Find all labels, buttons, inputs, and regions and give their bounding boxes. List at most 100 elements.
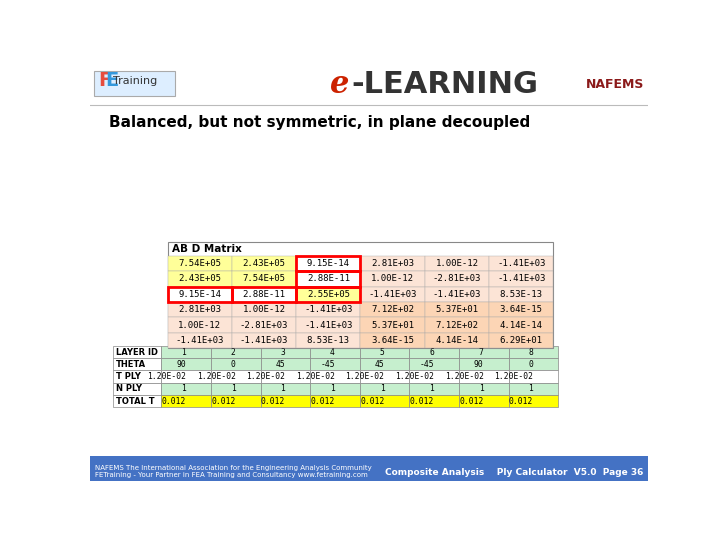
Text: 0.012: 0.012	[410, 397, 434, 406]
Text: 9.15E-14: 9.15E-14	[178, 290, 221, 299]
Bar	[296, 318, 361, 333]
Bar	[361, 287, 425, 302]
Text: -1.41E+03: -1.41E+03	[304, 321, 353, 329]
Text: 1.20E-02: 1.20E-02	[246, 372, 285, 381]
Bar	[459, 358, 508, 370]
Bar	[168, 287, 232, 302]
Text: NAFEMS: NAFEMS	[586, 78, 644, 91]
Text: N PLY: N PLY	[116, 384, 142, 394]
Text: Balanced, but not symmetric, in plane decoupled: Balanced, but not symmetric, in plane de…	[109, 115, 531, 130]
Bar	[409, 346, 459, 358]
Bar	[211, 358, 261, 370]
Text: 2.55E+05: 2.55E+05	[307, 290, 350, 299]
Bar	[161, 358, 211, 370]
Bar	[94, 71, 175, 96]
Bar	[232, 287, 296, 302]
Bar	[508, 346, 558, 358]
Text: 1.20E-02: 1.20E-02	[395, 372, 434, 381]
Text: 2.81E+03: 2.81E+03	[371, 259, 414, 268]
Text: 1.00E-12: 1.00E-12	[436, 259, 479, 268]
Bar	[489, 318, 554, 333]
Bar	[459, 395, 508, 408]
Text: 5: 5	[379, 348, 384, 356]
Bar	[459, 370, 508, 383]
Text: LAYER ID: LAYER ID	[116, 348, 158, 356]
Text: -1.41E+03: -1.41E+03	[240, 336, 288, 345]
Bar	[296, 271, 361, 287]
Bar	[113, 383, 161, 395]
Bar	[425, 271, 489, 287]
Text: 0.012: 0.012	[509, 397, 534, 406]
Text: 2.88E-11: 2.88E-11	[307, 274, 350, 284]
Text: 7: 7	[479, 348, 484, 356]
Bar	[261, 346, 310, 358]
Bar	[310, 395, 360, 408]
Bar	[508, 383, 558, 395]
Text: 1.20E-02: 1.20E-02	[197, 372, 235, 381]
Text: e: e	[330, 69, 350, 100]
Bar	[296, 271, 361, 287]
Bar	[296, 256, 361, 271]
Text: 1.20E-02: 1.20E-02	[495, 372, 534, 381]
Text: 2.88E-11: 2.88E-11	[243, 290, 286, 299]
Text: 2.43E+05: 2.43E+05	[178, 274, 221, 284]
Bar	[425, 318, 489, 333]
Bar	[409, 395, 459, 408]
Text: 1: 1	[528, 384, 534, 394]
Text: T PLY: T PLY	[116, 372, 140, 381]
Bar	[310, 346, 360, 358]
Bar	[489, 302, 554, 318]
Bar	[296, 302, 361, 318]
Bar	[113, 370, 161, 383]
Bar	[113, 395, 161, 408]
Bar	[508, 370, 558, 383]
Bar	[211, 395, 261, 408]
Text: 1: 1	[181, 348, 186, 356]
Text: 4.14E-14: 4.14E-14	[436, 336, 479, 345]
Text: -1.41E+03: -1.41E+03	[433, 290, 481, 299]
Bar	[360, 395, 409, 408]
Text: 6: 6	[429, 348, 434, 356]
Bar	[296, 287, 361, 302]
Text: 1.20E-02: 1.20E-02	[147, 372, 186, 381]
Bar	[409, 370, 459, 383]
Text: -45: -45	[320, 360, 335, 369]
Text: 7.12E+02: 7.12E+02	[371, 305, 414, 314]
Text: 90: 90	[474, 360, 484, 369]
Text: 90: 90	[176, 360, 186, 369]
Bar	[113, 358, 161, 370]
Text: 2.81E+03: 2.81E+03	[178, 305, 221, 314]
Bar	[360, 346, 409, 358]
Text: 6.29E+01: 6.29E+01	[500, 336, 543, 345]
Text: 8.53E-13: 8.53E-13	[307, 336, 350, 345]
Bar	[489, 333, 554, 348]
Bar	[489, 256, 554, 271]
Text: 2: 2	[231, 348, 235, 356]
Text: -1.41E+03: -1.41E+03	[176, 336, 224, 345]
Text: TOTAL T: TOTAL T	[116, 397, 154, 406]
Text: 45: 45	[374, 360, 384, 369]
Bar	[296, 256, 361, 271]
Bar	[161, 395, 211, 408]
Text: -2.81E+03: -2.81E+03	[433, 274, 481, 284]
Text: 8: 8	[528, 348, 534, 356]
Bar	[168, 318, 232, 333]
Text: 0.012: 0.012	[360, 397, 384, 406]
Bar	[296, 287, 361, 302]
Text: FETraining - Your Partner in FEA Training and Consultancy www.fetraining.com: FETraining - Your Partner in FEA Trainin…	[94, 472, 367, 478]
Text: 1.00E-12: 1.00E-12	[178, 321, 221, 329]
Bar	[211, 370, 261, 383]
Text: 0.012: 0.012	[459, 397, 484, 406]
Text: 1: 1	[181, 384, 186, 394]
Bar	[261, 383, 310, 395]
Bar	[310, 370, 360, 383]
Bar	[360, 383, 409, 395]
Text: -1.41E+03: -1.41E+03	[497, 274, 546, 284]
Text: 1.00E-12: 1.00E-12	[371, 274, 414, 284]
Bar	[489, 271, 554, 287]
Bar	[168, 271, 232, 287]
Text: 1: 1	[479, 384, 484, 394]
Text: 5.37E+01: 5.37E+01	[436, 305, 479, 314]
Bar	[361, 333, 425, 348]
Text: F: F	[98, 71, 111, 91]
